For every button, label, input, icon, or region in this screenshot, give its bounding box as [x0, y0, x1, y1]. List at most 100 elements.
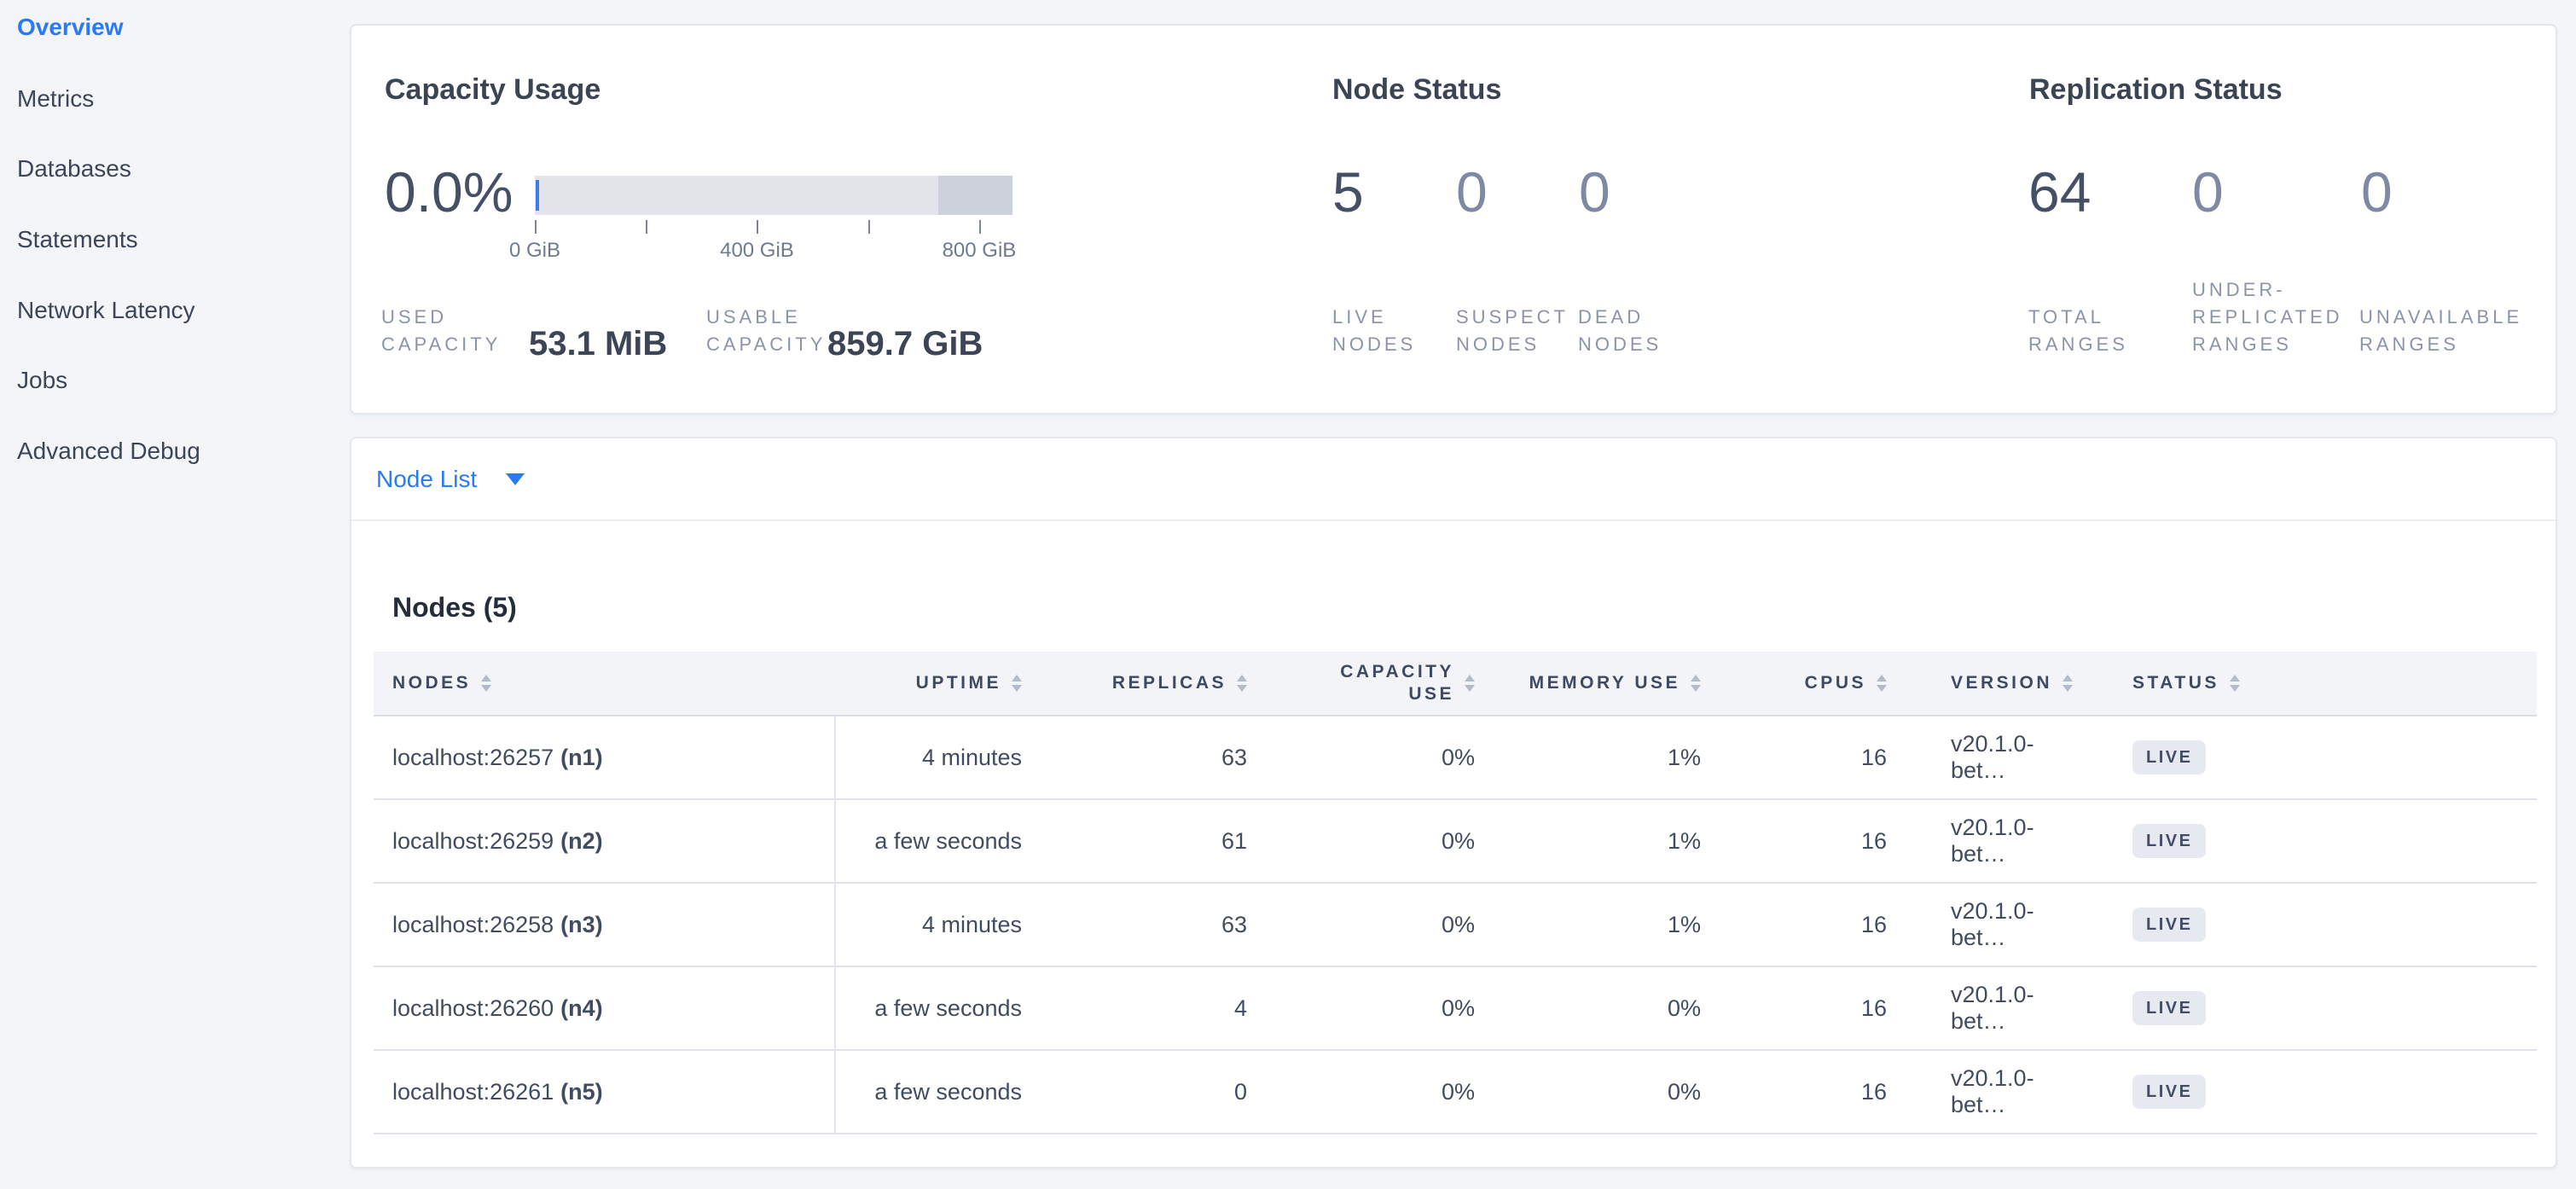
status-badge: LIVE: [2132, 1075, 2207, 1109]
live-nodes-label-line2: NODES: [1332, 334, 1417, 355]
node-list-selector-label: Node List: [376, 465, 478, 492]
sidebar-item-metrics[interactable]: Metrics: [17, 85, 95, 112]
nodes-table-title: Nodes (5): [392, 592, 517, 623]
sort-icon: [481, 675, 492, 692]
node-id: (n5): [560, 1078, 603, 1105]
column-header-nodes[interactable]: NODES: [392, 673, 492, 693]
replicas-cell: 63: [1221, 744, 1247, 770]
column-header-status[interactable]: STATUS: [2132, 673, 2240, 693]
column-header-memory-use-label: MEMORY USE: [1529, 673, 1680, 693]
suspect-nodes-label-line1: SUSPECT: [1456, 306, 1569, 328]
used-capacity-label: USED CAPACITY: [381, 304, 501, 358]
suspect-nodes-label: SUSPECT NODES: [1456, 304, 1569, 358]
status-cell: LIVE: [2089, 884, 2537, 966]
version-cell: v20.1.0-bet…: [1951, 815, 2034, 867]
column-header-memory-use[interactable]: MEMORY USE: [1529, 673, 1701, 693]
dead-nodes-label-line2: NODES: [1578, 334, 1662, 355]
capacity-use-cell: 0%: [1441, 827, 1475, 854]
capacity-use-cell: 0%: [1441, 1078, 1475, 1105]
usable-capacity-value: 859.7 GiB: [827, 325, 983, 362]
uptime-cell: 4 minutes: [921, 744, 1022, 770]
node-address-cell: localhost:26261 (n5): [374, 1051, 834, 1133]
under-replicated-label-line2: REPLICATED: [2192, 306, 2343, 328]
node-address-cell: localhost:26258 (n3): [374, 884, 834, 966]
live-nodes-label: LIVE NODES: [1332, 304, 1416, 358]
replicas-cell: 0: [1233, 1078, 1247, 1105]
memory-use-cell: 0%: [1667, 1078, 1701, 1105]
node-list-card-header: Node List: [351, 438, 2556, 521]
capacity-bar: [535, 176, 1012, 215]
sidebar-item-overview[interactable]: Overview: [17, 14, 124, 40]
node-address: localhost:26260: [392, 995, 554, 1021]
cpus-cell: 16: [1860, 1078, 1887, 1105]
total-ranges-count: 64: [2028, 160, 2092, 223]
axis-tick-label: 800 GiB: [942, 239, 1017, 262]
sort-icon: [1012, 675, 1022, 692]
status-badge: LIVE: [2132, 908, 2207, 942]
total-ranges-label: TOTAL RANGES: [2028, 304, 2128, 358]
nodes-table-header-row: NODES UPTIME REPLICAS CAPACITY USE MEMOR…: [374, 652, 2537, 716]
column-header-replicas[interactable]: REPLICAS: [1112, 673, 1247, 693]
node-id: (n3): [560, 911, 603, 937]
nodes-column-divider: [834, 716, 836, 1134]
table-row[interactable]: localhost:26260 (n4) a few seconds 4 0% 0…: [374, 967, 2537, 1051]
column-header-nodes-label: NODES: [392, 673, 472, 693]
sort-icon: [2063, 675, 2074, 692]
used-capacity-label-line2: CAPACITY: [381, 334, 502, 355]
capacity-used-percent: 0.0%: [385, 160, 513, 223]
cpus-cell: 16: [1860, 911, 1887, 937]
node-status-title: Node Status: [1332, 73, 1502, 106]
status-cell: LIVE: [2089, 1051, 2537, 1133]
table-row[interactable]: localhost:26258 (n3) 4 minutes 63 0% 1% 1…: [374, 884, 2537, 967]
node-address: localhost:26261: [392, 1078, 554, 1105]
unavailable-ranges-label-line1: UNAVAILABLE: [2359, 306, 2523, 328]
nodes-table: NODES UPTIME REPLICAS CAPACITY USE MEMOR…: [374, 652, 2537, 1134]
capacity-usage-title: Capacity Usage: [385, 73, 601, 106]
dead-nodes-label: DEAD NODES: [1578, 304, 1662, 358]
replicas-cell: 4: [1233, 995, 1247, 1021]
sidebar-item-jobs[interactable]: Jobs: [17, 367, 68, 393]
capacity-use-cell: 0%: [1441, 995, 1475, 1021]
usable-capacity-label: USABLE CAPACITY: [706, 304, 826, 358]
axis-tick-label: 400 GiB: [720, 239, 794, 262]
cluster-summary-card: Capacity Usage 0.0% 0 GiB 400 GiB 800 GiB …: [350, 24, 2557, 415]
axis-tick: [867, 220, 870, 234]
uptime-cell: 4 minutes: [921, 911, 1022, 937]
status-cell: LIVE: [2089, 967, 2537, 1049]
sidebar-item-network-latency[interactable]: Network Latency: [17, 297, 195, 323]
sidebar-item-databases[interactable]: Databases: [17, 155, 131, 182]
table-row[interactable]: localhost:26259 (n2) a few seconds 61 0% …: [374, 800, 2537, 884]
suspect-nodes-label-line2: NODES: [1456, 334, 1540, 355]
sort-icon: [1877, 675, 1887, 692]
table-row[interactable]: localhost:26257 (n1) 4 minutes 63 0% 1% 1…: [374, 716, 2537, 800]
sidebar-item-advanced-debug[interactable]: Advanced Debug: [17, 438, 200, 464]
suspect-nodes-count: 0: [1456, 160, 1488, 223]
sort-icon: [1691, 675, 1701, 692]
node-address-cell: localhost:26257 (n1): [374, 716, 834, 798]
used-capacity-label-line1: USED: [381, 306, 448, 328]
under-replicated-label-line1: UNDER-: [2192, 279, 2286, 300]
uptime-cell: a few seconds: [874, 827, 1022, 854]
node-id: (n4): [560, 995, 603, 1021]
column-header-capacity-use[interactable]: CAPACITY USE: [1301, 661, 1475, 705]
usable-capacity-label-line2: CAPACITY: [706, 334, 827, 355]
node-list-card: Node List Nodes (5) NODES UPTIME REPLICA…: [350, 437, 2557, 1169]
column-header-version-label: VERSION: [1951, 673, 2053, 693]
version-cell: v20.1.0-bet…: [1951, 1065, 2034, 1117]
status-badge: LIVE: [2132, 824, 2207, 858]
column-header-uptime-label: UPTIME: [915, 673, 1001, 693]
status-cell: LIVE: [2089, 800, 2537, 882]
status-cell: LIVE: [2089, 716, 2537, 798]
column-header-uptime[interactable]: UPTIME: [916, 673, 1022, 693]
node-address-cell: localhost:26260 (n4): [374, 967, 834, 1049]
column-header-version[interactable]: VERSION: [1951, 673, 2074, 693]
column-header-cpus[interactable]: CPUS: [1805, 673, 1887, 693]
sidebar-item-statements[interactable]: Statements: [17, 226, 138, 252]
capacity-bar-track: [535, 176, 1012, 215]
version-cell: v20.1.0-bet…: [1951, 898, 2034, 950]
status-badge: LIVE: [2132, 991, 2207, 1025]
node-list-view-selector[interactable]: Node List: [376, 438, 525, 519]
chevron-down-icon: [506, 473, 525, 485]
table-row[interactable]: localhost:26261 (n5) a few seconds 0 0% 0…: [374, 1051, 2537, 1134]
sidebar: Overview Metrics Databases Statements Ne…: [0, 0, 341, 1189]
